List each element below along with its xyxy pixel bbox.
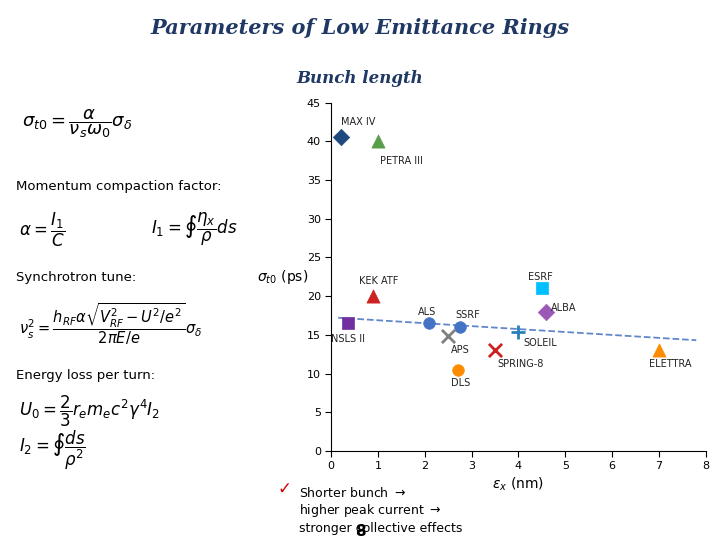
Text: Synchrotron tune:: Synchrotron tune: (16, 271, 136, 284)
Point (541, 307, 552, 316)
Text: Energy loss per turn:: Energy loss per turn: (16, 369, 155, 382)
Y-axis label: $\sigma_{t0}$ (ps): $\sigma_{t0}$ (ps) (257, 268, 308, 286)
Text: ✓: ✓ (277, 480, 291, 497)
Text: higher peak current $\rightarrow$: higher peak current $\rightarrow$ (299, 502, 441, 519)
Point (367, 292, 379, 300)
Point (513, 328, 524, 337)
Text: SPRING-8: SPRING-8 (498, 359, 544, 369)
Point (653, 346, 665, 355)
Text: KEK ATF: KEK ATF (359, 275, 399, 286)
Text: $\sigma_{t0} = \dfrac{\alpha}{\nu_s\omega_0} \sigma_\delta$: $\sigma_{t0} = \dfrac{\alpha}{\nu_s\omeg… (22, 107, 132, 140)
Point (335, 133, 346, 141)
Text: 8: 8 (355, 524, 365, 539)
Text: Bunch length: Bunch length (297, 70, 423, 87)
Text: ALBA: ALBA (552, 303, 577, 313)
Text: DLS: DLS (451, 378, 469, 388)
Text: MAX IV: MAX IV (341, 117, 376, 127)
Text: Shorter bunch $\rightarrow$: Shorter bunch $\rightarrow$ (299, 487, 406, 501)
X-axis label: $\varepsilon_x$ (nm): $\varepsilon_x$ (nm) (492, 476, 544, 493)
Text: APS: APS (451, 345, 469, 355)
Text: $I_2 = \oint \dfrac{ds}{\rho^2}$: $I_2 = \oint \dfrac{ds}{\rho^2}$ (19, 429, 86, 472)
Text: SSRF: SSRF (455, 310, 480, 320)
Point (454, 323, 466, 332)
Text: $U_0 = \dfrac{2}{3}r_e m_e c^2\gamma^4 I_2$: $U_0 = \dfrac{2}{3}r_e m_e c^2\gamma^4 I… (19, 394, 160, 429)
Text: NSLS II: NSLS II (331, 334, 365, 343)
Text: SOLEIL: SOLEIL (523, 338, 557, 348)
Point (372, 137, 384, 146)
Text: $I_1 = \oint \dfrac{\eta_x}{\rho} ds$: $I_1 = \oint \dfrac{\eta_x}{\rho} ds$ (151, 211, 238, 248)
Text: ALS: ALS (418, 307, 436, 316)
Text: ESRF: ESRF (528, 272, 552, 282)
Point (342, 319, 354, 327)
Text: Parameters of Low Emittance Rings: Parameters of Low Emittance Rings (150, 18, 570, 38)
Text: $\nu_s^2 = \dfrac{h_{RF}\alpha\sqrt{V_{RF}^2-U^2/e^2}}{2\pi E/e}\sigma_\delta$: $\nu_s^2 = \dfrac{h_{RF}\alpha\sqrt{V_{R… (19, 302, 202, 347)
Text: $\alpha = \dfrac{I_1}{C}$: $\alpha = \dfrac{I_1}{C}$ (19, 211, 65, 249)
Point (452, 365, 464, 374)
Text: stronger collective effects: stronger collective effects (299, 522, 462, 535)
Point (490, 346, 501, 355)
Point (423, 319, 435, 327)
Point (536, 284, 547, 293)
Point (442, 332, 454, 341)
Text: ELETTRA: ELETTRA (649, 359, 692, 369)
Text: Momentum compaction factor:: Momentum compaction factor: (16, 180, 221, 193)
Text: PETRA III: PETRA III (380, 156, 423, 166)
